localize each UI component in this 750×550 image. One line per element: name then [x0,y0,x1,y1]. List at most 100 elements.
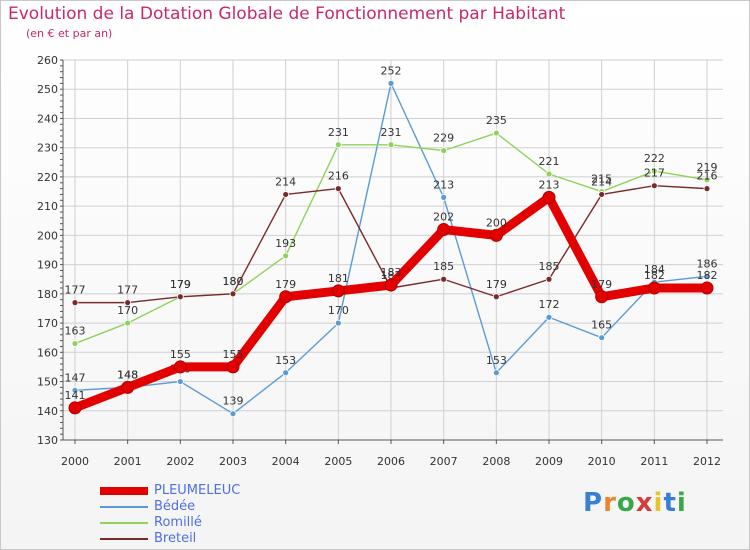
data-label: 179 [591,278,612,291]
data-label: 172 [539,298,560,311]
data-label: 177 [117,284,138,297]
data-label: 213 [539,178,560,191]
data-label: 193 [275,237,296,250]
data-label: 231 [381,126,402,139]
data-label: 214 [591,175,612,188]
legend-label: Romillé [154,515,202,530]
data-label: 139 [223,395,244,408]
data-label: 153 [486,354,507,367]
data-label: 186 [697,257,718,270]
data-label: 252 [381,64,402,77]
data-point [595,290,609,304]
data-label: 179 [170,278,191,291]
data-point [703,272,711,280]
data-point [703,185,711,193]
data-label: 180 [223,275,244,288]
x-tick-label: 2009 [535,455,563,468]
y-tick-label: 170 [37,317,58,330]
data-label: 222 [644,152,665,165]
data-point [282,191,290,198]
data-point [387,141,395,149]
chart-subtitle: (en € et par an) [26,27,113,40]
x-tick-label: 2011 [640,455,668,468]
data-label: 184 [644,263,665,276]
data-point [700,281,714,295]
x-tick-label: 2001 [114,455,142,468]
x-tick-label: 2012 [693,455,721,468]
data-label: 183 [381,266,402,279]
proxiti-logo: Proxiti [583,488,687,518]
y-tick-label: 200 [37,229,58,242]
data-point [492,369,500,377]
y-tick-label: 260 [37,54,58,67]
data-label: 179 [275,278,296,291]
data-label: 170 [328,304,349,317]
data-label: 202 [433,211,454,224]
data-point [545,275,553,283]
legend-swatch [100,506,148,508]
data-point [545,170,553,178]
data-point [334,141,342,149]
data-point [282,252,290,260]
x-tick-label: 2007 [430,455,458,468]
data-label: 155 [223,348,244,361]
data-label: 216 [697,170,718,183]
y-tick-label: 250 [37,83,58,96]
y-tick-label: 180 [37,288,58,301]
data-point [647,281,661,295]
data-point [226,360,240,374]
y-tick-label: 130 [37,434,58,447]
data-point [334,185,342,193]
legend-swatch [100,538,148,540]
data-point [282,369,290,377]
y-tick-label: 220 [37,171,58,184]
legend-swatch [100,522,148,524]
data-label: 215 [591,173,612,186]
x-tick-label: 2004 [272,455,300,468]
data-point [440,147,448,155]
data-label: 200 [486,216,507,229]
data-point [229,410,237,418]
data-point [703,176,711,184]
y-tick-label: 210 [37,200,58,213]
series-breteil: 177 177 179 180 214 216 182 185 179 185 214 217 216 [65,167,718,307]
data-point [650,167,658,175]
y-tick-label: 160 [37,346,58,359]
legend-label: Breteil [154,531,197,546]
data-point [124,299,132,307]
x-tick-label: 2005 [324,455,352,468]
data-point [384,278,398,292]
data-point [545,313,553,321]
data-label: 185 [433,260,454,273]
data-point [71,340,79,347]
data-point [229,290,237,298]
data-label: 219 [697,161,718,174]
data-label: 213 [433,178,454,191]
data-label: 185 [539,260,560,273]
chart-title: Evolution de la Dotation Globale de Fonc… [8,4,566,24]
legend-item: Romillé [100,515,320,531]
data-point [124,319,132,327]
series-pleumeleuc: 141 148 155 155 179 181 183 202 200 213 179 182 182 [65,178,718,415]
data-point [598,191,606,198]
legend-label: Bédée [154,499,196,514]
data-label: 177 [65,284,86,297]
legend-swatch [100,487,148,495]
data-point [492,129,500,137]
x-tick-label: 2006 [377,455,405,468]
data-point [489,228,503,242]
data-label: 163 [65,325,86,338]
data-point [176,293,184,301]
data-label: 170 [117,304,138,317]
data-point [437,223,451,237]
x-tick-label: 2010 [588,455,616,468]
data-label: 214 [275,175,296,188]
legend-item: Bédée [100,499,320,515]
data-point [387,79,395,87]
data-label: 182 [697,269,718,282]
data-label: 148 [117,368,138,381]
data-point [173,360,187,374]
data-label: 221 [539,155,560,168]
